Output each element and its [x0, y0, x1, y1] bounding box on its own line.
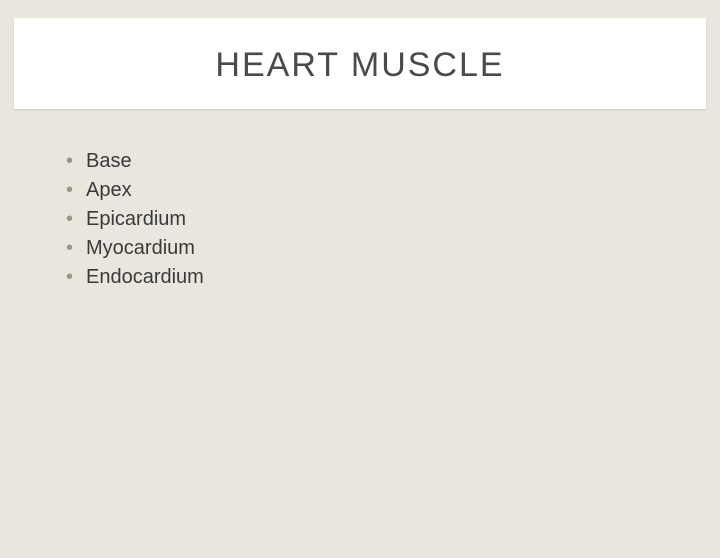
list-item: • Apex — [66, 176, 720, 205]
bullet-icon: • — [66, 147, 86, 176]
bullet-icon: • — [66, 176, 86, 205]
item-text: Base — [86, 147, 132, 176]
content-area: • Base • Apex • Epicardium • Myocardium … — [0, 109, 720, 292]
bullet-icon: • — [66, 234, 86, 263]
list-item: • Base — [66, 147, 720, 176]
bullet-icon: • — [66, 205, 86, 234]
title-box: HEART MUSCLE — [14, 18, 706, 109]
list-item: • Myocardium — [66, 234, 720, 263]
list-item: • Epicardium — [66, 205, 720, 234]
slide-title: HEART MUSCLE — [14, 46, 706, 85]
item-text: Endocardium — [86, 263, 204, 292]
item-text: Epicardium — [86, 205, 186, 234]
list-item: • Endocardium — [66, 263, 720, 292]
item-text: Apex — [86, 176, 132, 205]
item-text: Myocardium — [86, 234, 195, 263]
bullet-icon: • — [66, 263, 86, 292]
